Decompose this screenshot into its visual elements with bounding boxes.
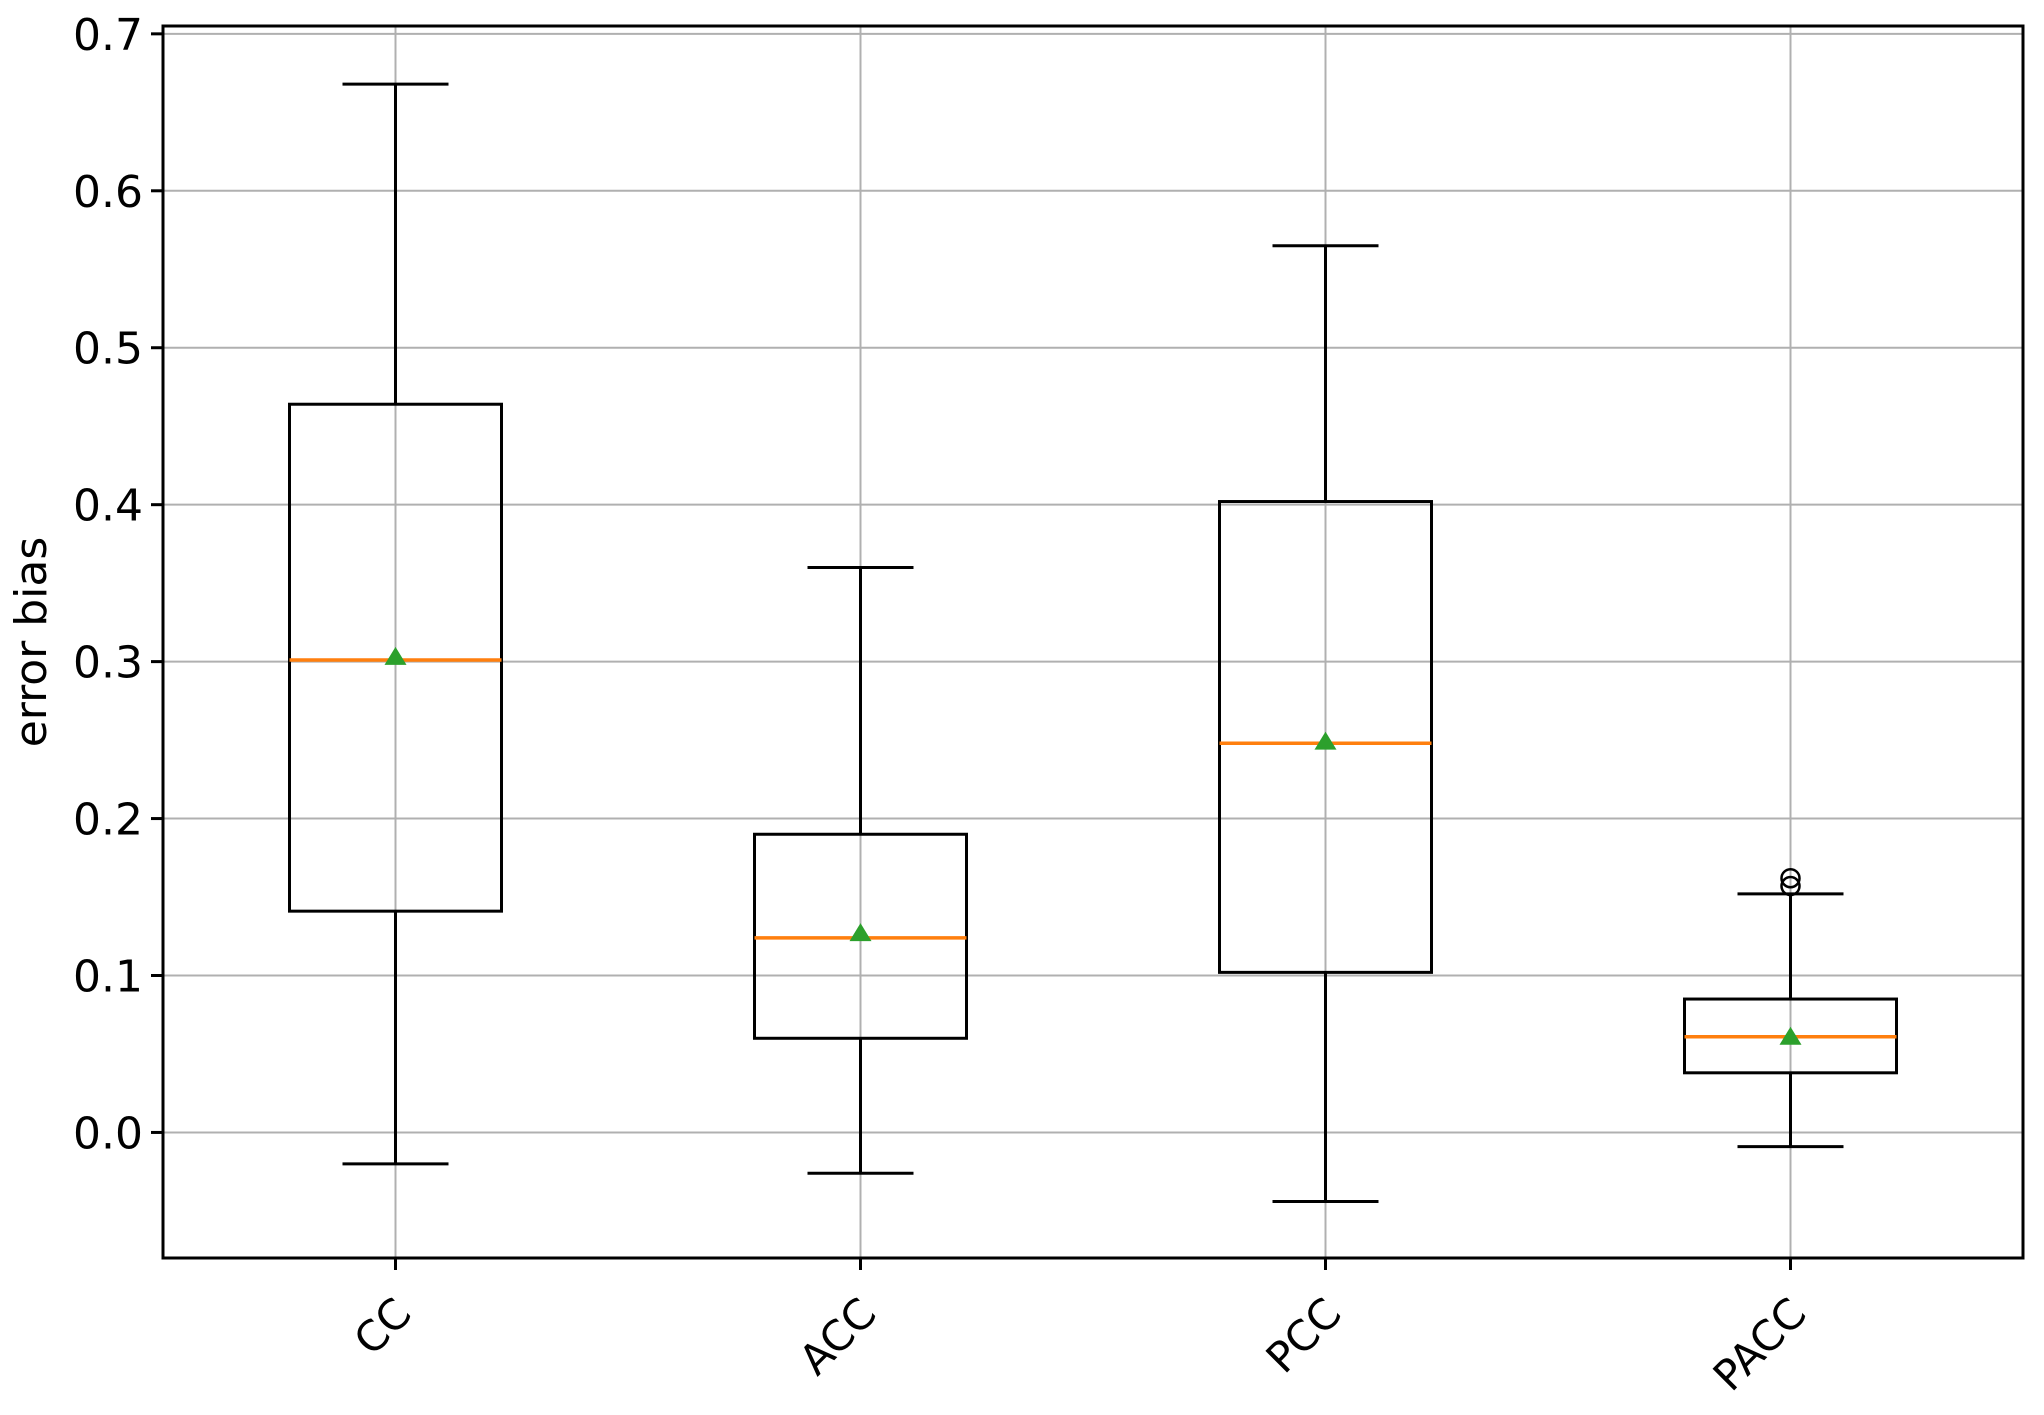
mean-marker (849, 923, 872, 942)
box-series (288, 82, 1898, 1204)
y-tick-label: 0.2 (73, 795, 143, 846)
mean-marker (1779, 1026, 1802, 1045)
y-tick-label: 0.1 (73, 952, 143, 1003)
y-tick-label: 0.7 (73, 10, 143, 61)
mean-marker (384, 646, 407, 665)
box-group-pacc (1683, 867, 1898, 1149)
iqr-box (1218, 500, 1433, 974)
y-tick-label: 0.4 (73, 481, 143, 532)
y-tick-label: 0.5 (73, 324, 143, 375)
y-axis-label: error bias (6, 537, 57, 748)
outlier-point (1780, 867, 1801, 889)
y-axis-ticks: 0.0 0.1 0.2 0.3 0.4 0.5 0.6 0.7 (73, 10, 163, 1159)
box-group-acc (753, 565, 968, 1175)
outlier-point (1780, 875, 1801, 897)
box-group-cc (288, 82, 503, 1166)
mean-marker (1314, 731, 1337, 750)
iqr-box (288, 402, 503, 913)
plot-area-border (161, 24, 2025, 1260)
y-tick-label: 0.6 (73, 167, 143, 218)
box-group-pcc (1218, 244, 1433, 1204)
y-tick-label: 0.0 (73, 1108, 143, 1159)
y-tick-label: 0.3 (73, 638, 143, 689)
